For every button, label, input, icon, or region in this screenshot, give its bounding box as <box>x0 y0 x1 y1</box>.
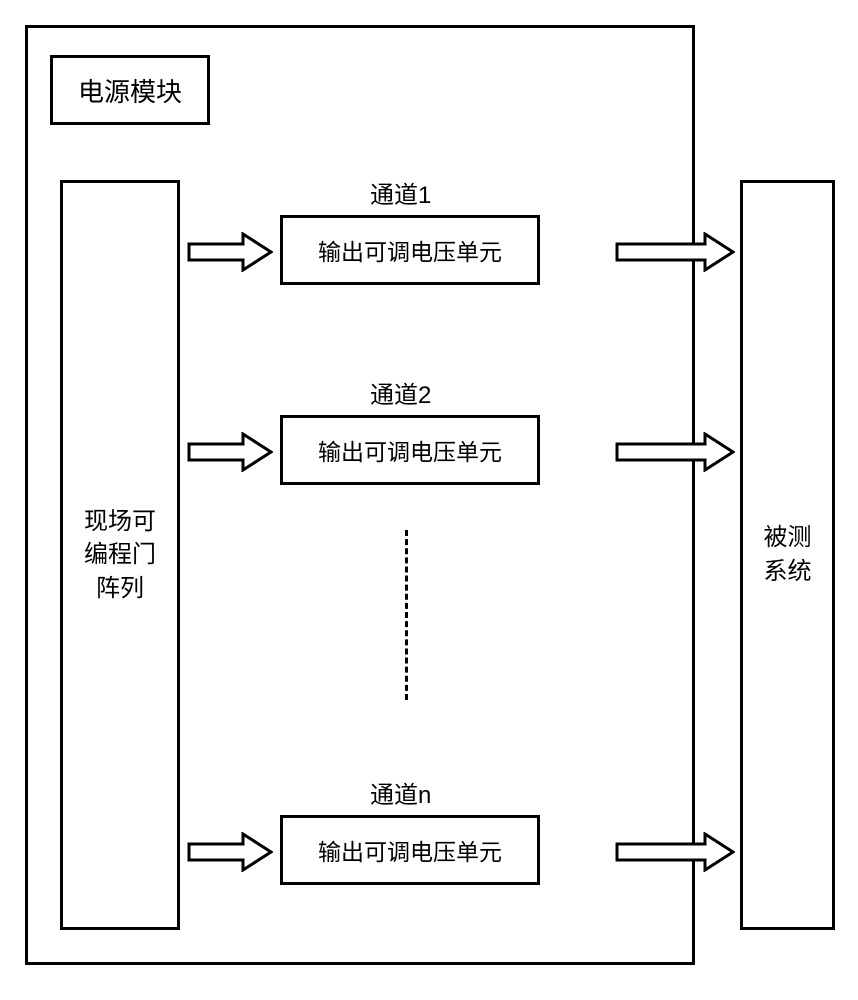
channeln-label: 输出可调电压单元 <box>318 833 502 867</box>
channel1-box: 输出可调电压单元 <box>280 215 540 285</box>
sut-box: 被测系统 <box>740 180 835 930</box>
arrow-ch2-to-sut <box>615 432 735 472</box>
arrow-ch1-to-sut <box>615 232 735 272</box>
channel1-label: 输出可调电压单元 <box>318 233 502 267</box>
channel2-label: 输出可调电压单元 <box>318 433 502 467</box>
arrow-fpga-to-chn <box>187 832 273 872</box>
channeln-box: 输出可调电压单元 <box>280 815 540 885</box>
power-module-title: 电源模块 <box>78 72 182 109</box>
arrow-fpga-to-ch1 <box>187 232 273 272</box>
sut-label: 被测系统 <box>743 521 832 588</box>
fpga-box: 现场可编程门阵列 <box>60 180 180 930</box>
channel2-box: 输出可调电压单元 <box>280 415 540 485</box>
channel1-title: 通道1 <box>370 175 431 210</box>
ellipsis-dots <box>405 530 408 700</box>
arrow-fpga-to-ch2 <box>187 432 273 472</box>
power-module-title-box: 电源模块 <box>50 55 210 125</box>
fpga-label: 现场可编程门阵列 <box>63 505 177 606</box>
arrow-chn-to-sut <box>615 832 735 872</box>
channel2-title: 通道2 <box>370 375 431 410</box>
channeln-title: 通道n <box>370 775 431 810</box>
